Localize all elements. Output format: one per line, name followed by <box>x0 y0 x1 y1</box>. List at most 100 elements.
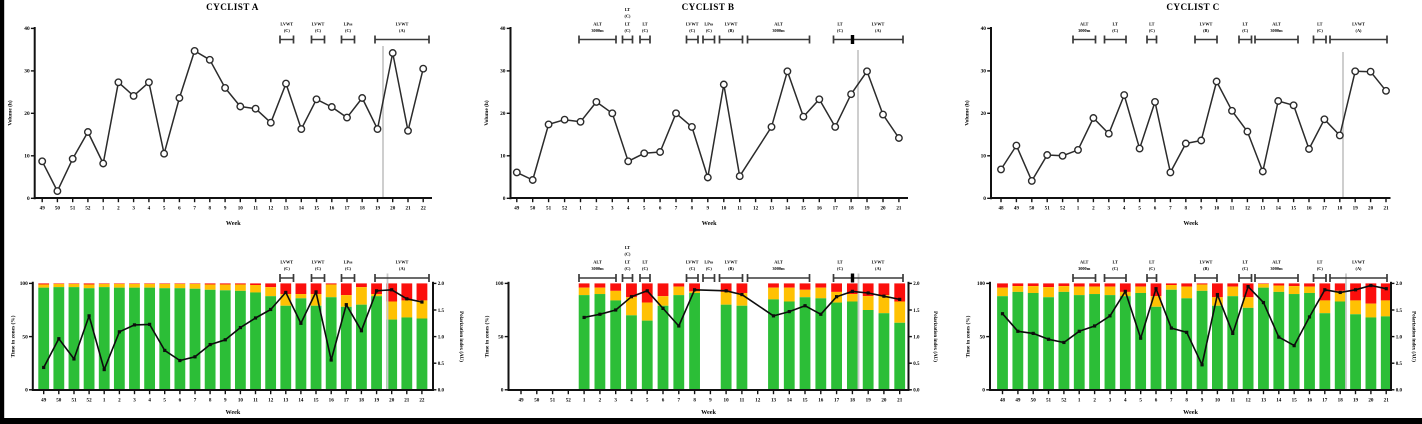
svg-text:40: 40 <box>500 26 506 32</box>
svg-text:15: 15 <box>1291 206 1297 212</box>
svg-text:14: 14 <box>1276 206 1282 212</box>
svg-text:10: 10 <box>721 206 727 212</box>
svg-text:13: 13 <box>771 398 777 404</box>
svg-text:7: 7 <box>194 398 197 404</box>
svg-text:2: 2 <box>117 206 120 212</box>
svg-text:0.0: 0.0 <box>913 389 920 394</box>
svg-text:3: 3 <box>611 206 614 212</box>
svg-text:3: 3 <box>132 206 135 212</box>
svg-text:100: 100 <box>977 281 985 287</box>
svg-text:(C): (C) <box>345 266 352 271</box>
svg-text:12: 12 <box>268 206 274 212</box>
svg-text:ALT: ALT <box>593 22 602 27</box>
svg-text:13: 13 <box>283 206 289 212</box>
svg-text:Polarization index (AU): Polarization index (AU) <box>1411 311 1416 362</box>
svg-text:3000m: 3000m <box>591 28 604 33</box>
svg-text:49: 49 <box>41 398 47 404</box>
svg-text:10: 10 <box>724 398 730 404</box>
svg-text:(C): (C) <box>689 28 696 33</box>
svg-text:11: 11 <box>1230 398 1235 404</box>
svg-text:49: 49 <box>1014 206 1020 212</box>
svg-text:18: 18 <box>1338 398 1344 404</box>
svg-text:Time in zones (%): Time in zones (%) <box>10 315 17 357</box>
svg-text:LT: LT <box>1113 22 1118 27</box>
svg-text:CYCLIST A: CYCLIST A <box>206 2 259 12</box>
svg-text:0.0: 0.0 <box>438 389 445 394</box>
svg-text:11: 11 <box>253 398 258 404</box>
svg-text:(C): (C) <box>837 266 844 271</box>
svg-text:5: 5 <box>643 206 646 212</box>
svg-text:48: 48 <box>998 206 1004 212</box>
svg-text:2: 2 <box>118 398 121 404</box>
svg-text:21: 21 <box>1383 206 1389 212</box>
svg-text:LVWT: LVWT <box>725 260 738 265</box>
svg-text:17: 17 <box>834 398 840 404</box>
svg-text:LT: LT <box>1317 260 1322 265</box>
svg-text:7: 7 <box>675 206 678 212</box>
svg-text:4: 4 <box>1124 398 1127 404</box>
svg-text:Volume (h): Volume (h) <box>7 100 14 126</box>
svg-text:13: 13 <box>283 398 289 404</box>
svg-text:3000m: 3000m <box>1270 28 1283 33</box>
svg-text:16: 16 <box>329 206 335 212</box>
svg-text:Week: Week <box>701 409 716 416</box>
svg-text:(C): (C) <box>284 28 291 33</box>
svg-text:ALT: ALT <box>1080 22 1089 27</box>
svg-text:Week: Week <box>702 220 717 227</box>
svg-text:19: 19 <box>864 206 870 212</box>
svg-text:6: 6 <box>179 398 182 404</box>
svg-text:49: 49 <box>514 206 520 212</box>
svg-text:(C): (C) <box>706 266 713 271</box>
svg-text:15: 15 <box>313 398 319 404</box>
svg-text:21: 21 <box>896 206 902 212</box>
svg-text:3: 3 <box>614 398 617 404</box>
svg-text:9: 9 <box>224 398 227 404</box>
svg-text:LT: LT <box>1113 260 1118 265</box>
svg-text:(B): (B) <box>728 266 734 271</box>
svg-text:Polarization index (AU): Polarization index (AU) <box>932 311 937 362</box>
svg-text:1.0: 1.0 <box>438 335 445 340</box>
svg-text:Polarization index (AU): Polarization index (AU) <box>458 311 463 362</box>
svg-text:Time in zones (%): Time in zones (%) <box>965 315 972 357</box>
svg-text:ALT: ALT <box>1272 22 1281 27</box>
svg-text:50: 50 <box>1031 398 1037 404</box>
svg-text:(C): (C) <box>315 266 322 271</box>
svg-text:49: 49 <box>1015 398 1021 404</box>
svg-text:9: 9 <box>709 398 712 404</box>
svg-text:14: 14 <box>785 206 791 212</box>
svg-text:7: 7 <box>193 206 196 212</box>
svg-text:(C): (C) <box>1112 266 1119 271</box>
svg-text:17: 17 <box>1322 206 1328 212</box>
svg-text:7: 7 <box>1169 206 1172 212</box>
svg-text:0: 0 <box>503 196 506 202</box>
svg-text:10: 10 <box>238 398 244 404</box>
svg-text:15: 15 <box>314 206 320 212</box>
svg-text:5: 5 <box>1138 206 1141 212</box>
svg-text:3: 3 <box>1109 398 1112 404</box>
svg-text:(B): (B) <box>728 28 734 33</box>
svg-text:1: 1 <box>1077 206 1080 212</box>
svg-text:10: 10 <box>981 154 987 160</box>
svg-text:1.5: 1.5 <box>438 309 445 314</box>
svg-text:LVWT: LVWT <box>1352 260 1365 265</box>
svg-text:19: 19 <box>375 206 381 212</box>
svg-text:(A): (A) <box>399 266 406 271</box>
svg-text:(C): (C) <box>1317 28 1324 33</box>
svg-text:(C): (C) <box>625 14 632 19</box>
svg-text:4: 4 <box>148 206 151 212</box>
svg-text:2: 2 <box>599 398 602 404</box>
svg-text:18: 18 <box>850 398 856 404</box>
svg-text:11: 11 <box>253 206 258 212</box>
svg-text:ALT: ALT <box>593 260 602 265</box>
svg-text:19: 19 <box>866 398 872 404</box>
svg-text:20: 20 <box>390 206 396 212</box>
svg-text:ALT: ALT <box>774 260 783 265</box>
svg-text:8: 8 <box>209 206 212 212</box>
svg-text:9: 9 <box>1201 398 1204 404</box>
svg-text:(B): (B) <box>1203 28 1209 33</box>
svg-text:LT: LT <box>837 22 842 27</box>
svg-text:Volume (h): Volume (h) <box>483 100 490 126</box>
svg-text:LVWT: LVWT <box>872 22 885 27</box>
svg-text:1: 1 <box>102 206 105 212</box>
svg-text:16: 16 <box>817 206 823 212</box>
